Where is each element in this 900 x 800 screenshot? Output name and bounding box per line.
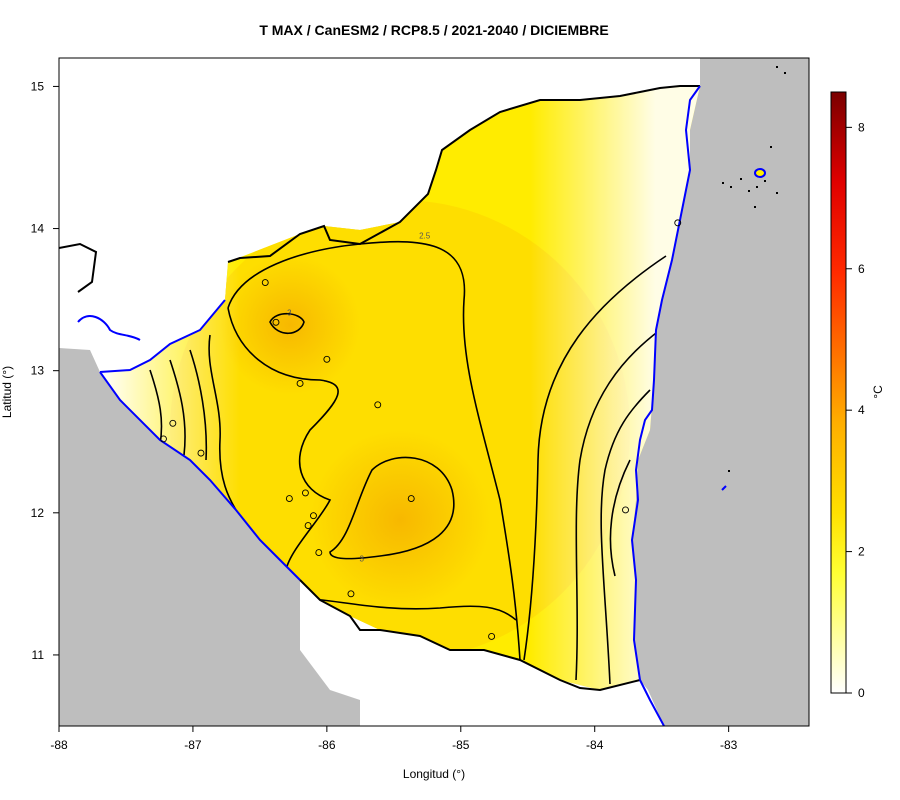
station-marker: [160, 435, 167, 443]
gulf-fonseca: [77, 315, 141, 341]
station-marker: [622, 506, 629, 514]
land-border: [59, 85, 700, 692]
y-tick-label: 12: [31, 506, 45, 520]
x-tick-label: -87: [184, 738, 202, 752]
y-tick-label: 15: [31, 79, 45, 93]
x-axis-label: Longitud (°): [403, 767, 465, 781]
colorbar-tick-label: 0: [858, 686, 865, 700]
station-marker: [301, 489, 309, 497]
y-axis: 11 12 13 14 15: [31, 79, 59, 662]
chart-title: T MAX / CanESM2 / RCP8.5 / 2021-2040 / D…: [259, 22, 608, 38]
x-axis: -88 -87 -86 -85 -84 -83: [50, 726, 738, 752]
costa-rica-land: [300, 580, 664, 726]
colorbar-tick-label: 2: [858, 545, 865, 559]
station-marker: [296, 380, 304, 387]
station-marker: [272, 318, 280, 326]
coastline: [99, 85, 701, 726]
y-tick-label: 14: [31, 222, 45, 236]
station-marker: [407, 495, 415, 503]
station-marker: [310, 512, 317, 520]
station-marker: [315, 549, 323, 557]
contour-label: 3: [287, 308, 292, 317]
x-tick-label: -84: [586, 738, 604, 752]
colorbar-label: °C: [871, 385, 885, 399]
x-tick-label: -83: [720, 738, 738, 752]
colorbar: [830, 91, 847, 694]
plot-frame: [58, 57, 810, 727]
corn-island: [754, 168, 766, 178]
y-tick-label: 11: [32, 648, 45, 662]
station-marker: [285, 495, 293, 503]
station-marker: [304, 522, 312, 530]
station-marker: [347, 590, 355, 598]
colorbar-tick-label: 4: [858, 403, 865, 417]
small-cay: [721, 485, 727, 491]
colorbar-tick-label: 8: [858, 120, 865, 134]
station-marker: [374, 401, 382, 409]
caribbean-cays: [722, 66, 786, 472]
colorbar-tick-label: 6: [858, 262, 865, 276]
station-marker: [674, 219, 682, 227]
station-marker: [197, 449, 205, 457]
station-marker: [488, 633, 496, 640]
contour-label: 2.5: [419, 232, 431, 241]
station-marker: [323, 355, 331, 363]
honduras-land: [59, 58, 700, 372]
x-tick-label: -85: [452, 738, 470, 752]
station-marker: [169, 419, 177, 427]
station-marker: [261, 279, 269, 287]
y-tick-label: 13: [31, 364, 45, 378]
x-tick-label: -88: [50, 738, 68, 752]
contour-label: 3: [359, 554, 364, 563]
colorbar-axis: 0 2 4 6 8: [846, 120, 865, 700]
y-axis-label: Latitud (°): [0, 366, 14, 418]
x-tick-label: -86: [318, 738, 336, 752]
